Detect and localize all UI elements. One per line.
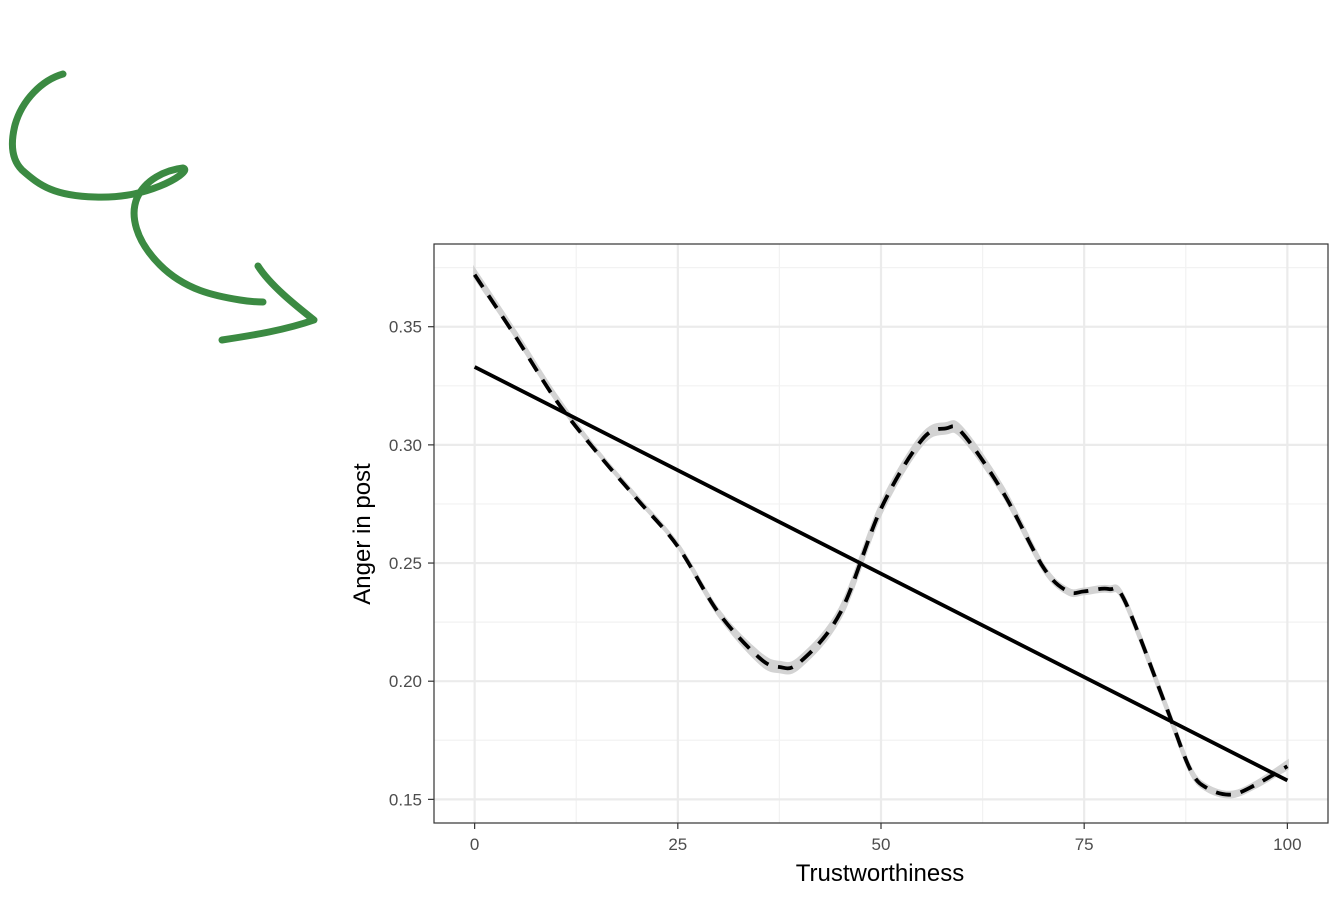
- grid-major-lines: [434, 244, 1328, 823]
- y-tick-label: 0.20: [389, 672, 422, 691]
- x-axis-title: Trustworthiness: [796, 860, 965, 887]
- x-tick-label: 0: [470, 835, 479, 854]
- x-axis-ticks: 0 25 50 75 100: [470, 823, 1302, 854]
- x-tick-label: 100: [1273, 835, 1301, 854]
- arrow-curl-stroke: [8, 70, 267, 306]
- solid-series-line: [473, 365, 1289, 783]
- dashed-series-line: [473, 273, 1289, 797]
- y-axis-title: Anger in post: [349, 463, 376, 605]
- arrow-head-stroke: [218, 262, 318, 344]
- x-tick-label: 50: [872, 835, 891, 854]
- y-tick-label: 0.30: [389, 436, 422, 455]
- y-tick-label: 0.25: [389, 554, 422, 573]
- y-axis-ticks: 0.15 0.20 0.25 0.30 0.35: [389, 318, 434, 809]
- y-tick-label: 0.35: [389, 318, 422, 337]
- x-tick-label: 25: [668, 835, 687, 854]
- series-lines: [473, 273, 1289, 797]
- confidence-band-1: [473, 265, 1289, 799]
- x-tick-label: 75: [1075, 835, 1094, 854]
- hand-drawn-arrow-icon: [8, 70, 318, 344]
- y-tick-label: 0.15: [389, 790, 422, 809]
- confidence-bands: [473, 265, 1289, 799]
